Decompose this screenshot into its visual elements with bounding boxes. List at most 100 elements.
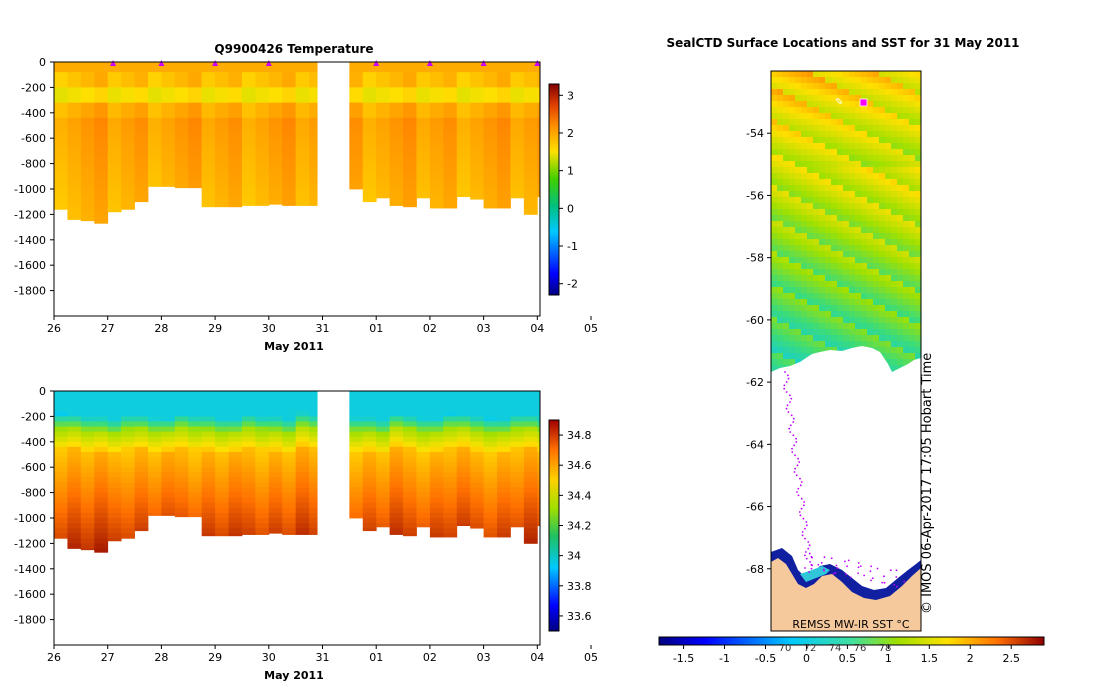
profile-cell — [483, 482, 498, 488]
profile-cell — [215, 507, 229, 514]
profile-cell — [201, 462, 216, 468]
profile-cell — [255, 502, 270, 509]
profile-cell — [161, 72, 176, 78]
profile-cell — [201, 426, 216, 433]
sst-cell — [777, 275, 784, 282]
sst-cell — [795, 239, 802, 246]
profile-cell — [429, 396, 444, 402]
profile-cell — [523, 518, 538, 524]
profile-column — [228, 62, 243, 208]
sst-cell — [777, 89, 784, 96]
sst-cell — [831, 131, 838, 138]
sst-cell — [861, 161, 868, 168]
profile-cell — [429, 72, 444, 78]
profile-cell — [523, 441, 538, 448]
sst-cell — [831, 239, 838, 246]
sst-colorbar — [658, 636, 1045, 646]
profile-cell — [443, 441, 458, 448]
sst-cell — [795, 119, 802, 126]
sst-cell — [795, 311, 802, 318]
sst-cell — [831, 113, 838, 120]
profile-cell — [295, 194, 310, 200]
profile-column — [161, 391, 176, 516]
sst-cell — [801, 155, 808, 162]
profile-cell — [188, 436, 203, 443]
profile-cell — [161, 416, 176, 422]
sst-cell — [783, 89, 790, 96]
sst-cell — [897, 263, 904, 270]
profile-cell — [523, 112, 538, 119]
sst-cell — [915, 269, 921, 276]
sst-cell — [801, 263, 808, 270]
sst-cell — [867, 251, 874, 258]
profile-cell — [456, 183, 471, 190]
profile-cell — [389, 462, 404, 468]
sst-cell — [819, 125, 826, 132]
sst-cell — [885, 203, 892, 210]
track-point — [788, 394, 791, 397]
sst-cell — [831, 71, 838, 78]
profile-cell — [282, 77, 297, 83]
profile-cell — [228, 512, 243, 519]
profile-cell — [443, 168, 458, 175]
profile-cell — [443, 77, 458, 83]
profile-cell — [241, 421, 256, 427]
profile-cell — [510, 72, 525, 78]
profile-cell — [443, 133, 458, 139]
sst-cell — [825, 101, 832, 108]
profile-cell — [228, 67, 243, 73]
sst-cell — [879, 95, 886, 102]
sst-cell — [897, 341, 904, 348]
profile-cell — [309, 421, 318, 427]
profile-cell — [309, 462, 318, 468]
profile-cell — [403, 482, 417, 488]
sst-cell — [891, 245, 898, 252]
sst-cell — [789, 119, 796, 126]
sst-cell — [813, 173, 820, 180]
profile-cell — [349, 112, 364, 119]
profile-cell — [537, 477, 540, 483]
profile-column — [147, 391, 162, 516]
profile-cell — [134, 436, 149, 443]
profile-cell — [228, 396, 243, 402]
profile-cell — [147, 487, 162, 493]
sst-cell — [849, 341, 856, 348]
profile-cell — [416, 178, 431, 185]
profile-cell — [121, 148, 135, 154]
profile-cell — [389, 128, 404, 134]
profile-cell — [416, 77, 431, 83]
profile-cell — [215, 117, 229, 124]
profile-cell — [456, 87, 471, 93]
profile-cell — [201, 467, 216, 473]
sst-cell — [855, 293, 862, 300]
profile-cell — [537, 391, 540, 397]
profile-cell — [416, 153, 431, 159]
salinity-x-tick-label: 04 — [530, 651, 544, 664]
profile-cell — [362, 472, 377, 478]
sst-cell — [867, 167, 874, 174]
profile-cell — [497, 406, 511, 412]
profile-cell — [134, 396, 149, 402]
sst-cell — [903, 287, 910, 294]
sst-cell — [813, 329, 820, 336]
sst-cell — [795, 317, 802, 324]
profile-cell — [483, 457, 498, 463]
sst-cell — [801, 167, 808, 174]
salinity-x-tick-label: 29 — [208, 651, 222, 664]
sst-cell — [879, 227, 886, 234]
profile-cell — [134, 183, 149, 190]
profile-cell — [443, 523, 458, 529]
profile-column — [537, 62, 540, 198]
temperature-x-tick-label: 30 — [262, 322, 276, 335]
profile-cell — [510, 189, 525, 195]
sst-cell — [873, 257, 880, 264]
profile-cell — [161, 477, 176, 483]
profile-cell — [389, 87, 404, 93]
sst-cell — [831, 305, 838, 312]
profile-cell — [470, 87, 485, 93]
profile-cell — [215, 62, 229, 68]
profile-cell — [362, 421, 377, 427]
sst-cell — [897, 89, 904, 96]
sst-cell — [831, 221, 838, 228]
profile-cell — [456, 446, 471, 453]
